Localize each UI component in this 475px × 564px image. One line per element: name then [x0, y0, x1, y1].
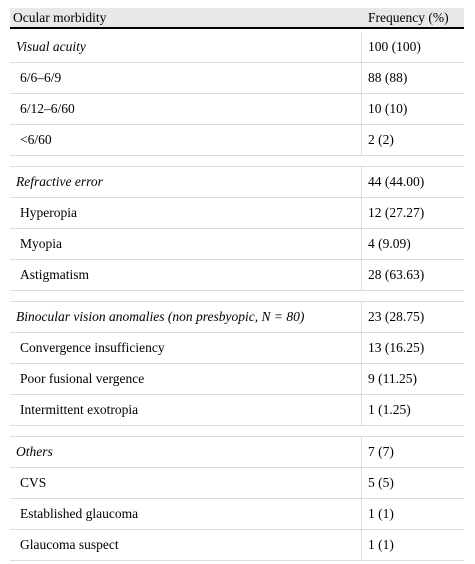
row-label: 6/12–6/60	[10, 94, 362, 124]
table-row: Intermittent exotropia 1 (1.25)	[10, 395, 464, 426]
section-value: 7 (7)	[368, 444, 394, 459]
row-value: 10 (10)	[368, 101, 408, 116]
row-value: 9 (11.25)	[368, 371, 417, 386]
section-title: Binocular vision anomalies (non presbyop…	[10, 302, 362, 332]
table-row: Poor fusional vergence 9 (11.25)	[10, 364, 464, 395]
table-row: 6/12–6/60 10 (10)	[10, 94, 464, 125]
group-separator	[10, 156, 464, 167]
table-row: Myopia 4 (9.09)	[10, 229, 464, 260]
section-value: 44 (44.00)	[368, 174, 425, 189]
table-row: Convergence insufficiency 13 (16.25)	[10, 333, 464, 364]
row-label: Established glaucoma	[10, 499, 362, 529]
section-row-others: Others 7 (7)	[10, 437, 464, 468]
row-label: CVS	[10, 468, 362, 498]
row-label: <6/60	[10, 125, 362, 155]
row-label: Myopia	[10, 229, 362, 259]
row-value: 13 (16.25)	[368, 340, 425, 355]
section-title: Refractive error	[10, 167, 362, 197]
row-value: 4 (9.09)	[368, 236, 411, 251]
table-row: Hyperopia 12 (27.27)	[10, 198, 464, 229]
morbidity-table: Ocular morbidity Frequency (%) Visual ac…	[10, 8, 464, 561]
row-label: Astigmatism	[10, 260, 362, 290]
table-row: Glaucoma suspect 1 (1)	[10, 530, 464, 561]
row-value: 12 (27.27)	[368, 205, 425, 220]
row-value: 88 (88)	[368, 70, 408, 85]
table-row: CVS 5 (5)	[10, 468, 464, 499]
section-value: 100 (100)	[368, 39, 421, 54]
group-separator	[10, 291, 464, 302]
header-frequency: Frequency (%)	[368, 9, 449, 25]
section-title: Others	[10, 437, 362, 467]
row-label: Glaucoma suspect	[10, 530, 362, 560]
section-value: 23 (28.75)	[368, 309, 425, 324]
table-header: Ocular morbidity Frequency (%)	[10, 8, 464, 29]
row-label: Poor fusional vergence	[10, 364, 362, 394]
header-ocular-morbidity: Ocular morbidity	[13, 9, 107, 25]
row-value: 5 (5)	[368, 475, 394, 490]
section-row-refractive-error: Refractive error 44 (44.00)	[10, 167, 464, 198]
row-label: Convergence insufficiency	[10, 333, 362, 363]
row-value: 1 (1.25)	[368, 402, 411, 417]
section-row-binocular-vision: Binocular vision anomalies (non presbyop…	[10, 302, 464, 333]
row-label: Hyperopia	[10, 198, 362, 228]
section-title: Visual acuity	[10, 32, 362, 62]
table-row: Established glaucoma 1 (1)	[10, 499, 464, 530]
row-value: 2 (2)	[368, 132, 394, 147]
row-label: 6/6–6/9	[10, 63, 362, 93]
row-value: 1 (1)	[368, 506, 394, 521]
table-row: 6/6–6/9 88 (88)	[10, 63, 464, 94]
row-value: 28 (63.63)	[368, 267, 425, 282]
row-value: 1 (1)	[368, 537, 394, 552]
table-row: <6/60 2 (2)	[10, 125, 464, 156]
table-row: Astigmatism 28 (63.63)	[10, 260, 464, 291]
group-separator	[10, 426, 464, 437]
section-row-visual-acuity: Visual acuity 100 (100)	[10, 32, 464, 63]
row-label: Intermittent exotropia	[10, 395, 362, 425]
